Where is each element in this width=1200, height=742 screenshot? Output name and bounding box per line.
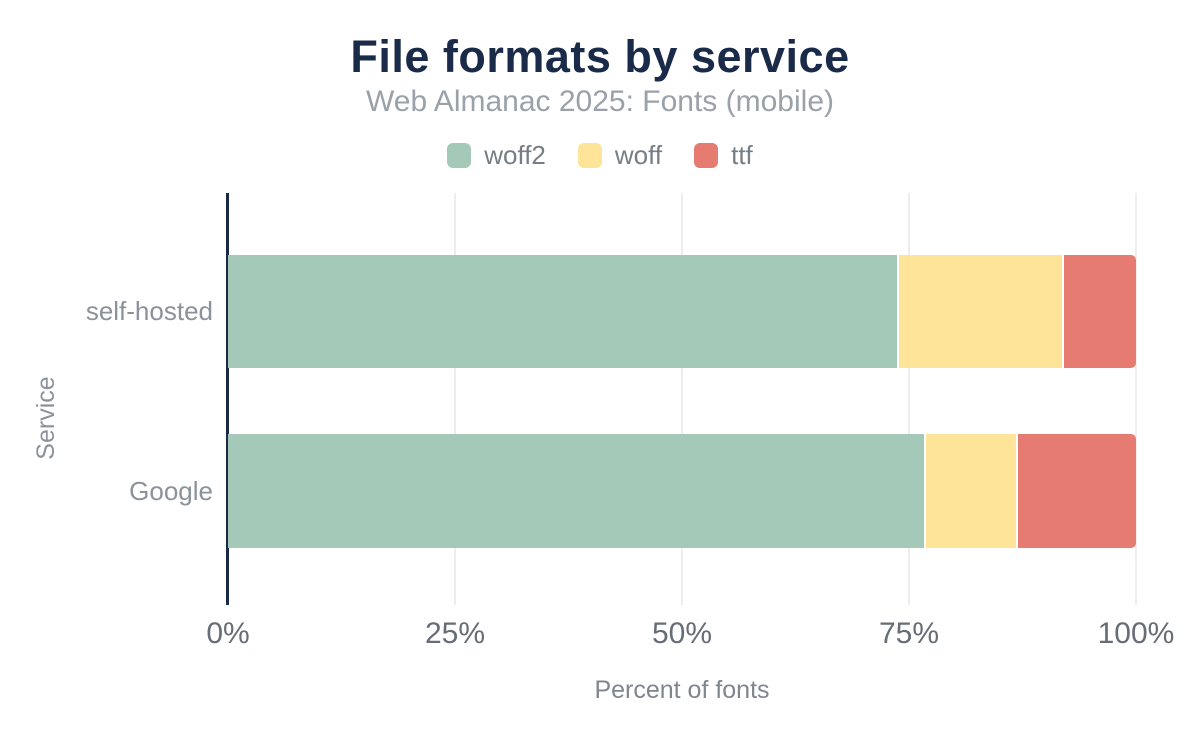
- legend: woff2 woff ttf: [0, 140, 1200, 171]
- x-tick-label-50-: 50%: [651, 617, 713, 650]
- legend-swatch-ttf: [694, 143, 719, 168]
- segment-woff-self-hosted: [898, 255, 1062, 368]
- gridline-25: [454, 193, 456, 605]
- legend-item-woff2[interactable]: woff2: [447, 140, 546, 171]
- legend-swatch-woff2: [447, 143, 472, 168]
- chart-subtitle: Web Almanac 2025: Fonts (mobile): [365, 85, 834, 118]
- legend-label-woff2: woff2: [484, 140, 546, 170]
- legend-item-woff[interactable]: woff: [577, 140, 663, 171]
- gridline-75: [908, 193, 910, 605]
- x-axis-title: Percent of fonts: [594, 676, 770, 704]
- legend-swatch-woff: [577, 143, 602, 168]
- x-tick-label-0-: 0%: [206, 617, 250, 650]
- segment-woff2-self-hosted: [228, 255, 897, 368]
- plot-area: [226, 193, 1137, 605]
- bar-self-hosted: [228, 255, 1136, 368]
- segment-woff-google: [926, 434, 1017, 548]
- segment-ttf-self-hosted: [1063, 255, 1136, 368]
- category-label-google: Google: [129, 475, 213, 506]
- legend-label-ttf: ttf: [731, 140, 753, 170]
- x-tick-label-75-: 75%: [878, 617, 940, 650]
- legend-item-ttf[interactable]: ttf: [694, 140, 753, 171]
- legend-label-woff: woff: [614, 140, 663, 170]
- bar-google: [228, 434, 1136, 548]
- x-tick-label-25-: 25%: [424, 617, 486, 650]
- y-axis-line: [226, 193, 229, 605]
- gridline-100: [1135, 193, 1137, 605]
- category-label-self-hosted: self-hosted: [85, 296, 213, 326]
- chart-title: File formats by service: [350, 31, 850, 82]
- segment-ttf-google: [1018, 434, 1136, 548]
- x-tick-label-100-: 100%: [1097, 617, 1175, 650]
- segment-woff2-google: [228, 434, 925, 548]
- gridline-50: [681, 193, 683, 605]
